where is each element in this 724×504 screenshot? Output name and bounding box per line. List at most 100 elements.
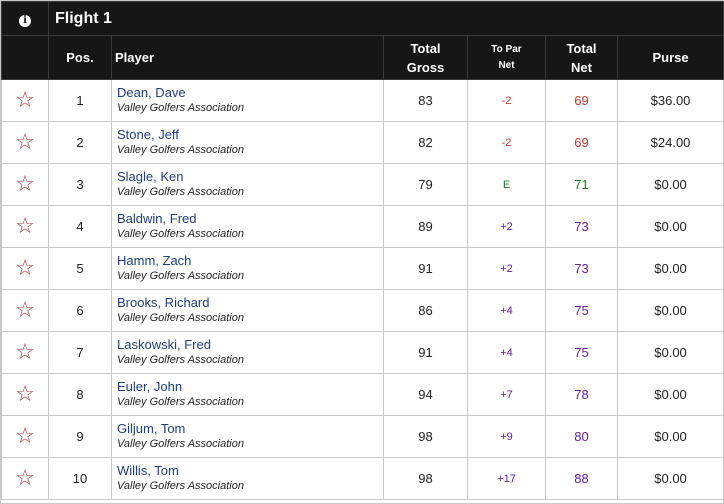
total-gross: 94 [383,373,468,416]
header-to-par-line2: Net [498,59,515,71]
star-outline-icon[interactable]: ☆ [15,465,35,491]
total-net: 73 [545,247,618,290]
total-gross: 82 [383,121,468,164]
player-name-link[interactable]: Willis, Tom [117,463,179,478]
player-association: Valley Golfers Association [117,480,244,492]
star-outline-icon[interactable]: ☆ [15,339,35,365]
purse: $0.00 [616,163,724,206]
column-header-row: Pos. Player Total Gross To Par Net Total… [1,35,724,80]
header-player[interactable]: Player [111,35,384,80]
player-cell: Laskowski, Fred Valley Golfers Associati… [111,331,384,374]
player-cell: Euler, John Valley Golfers Association [111,373,384,416]
total-net: 71 [545,163,618,206]
position: 3 [48,163,112,206]
purse: $0.00 [616,373,724,416]
purse: $0.00 [616,457,724,500]
player-association: Valley Golfers Association [117,354,244,366]
header-to-par-net[interactable]: To Par Net [467,35,546,80]
total-gross: 83 [383,79,468,122]
total-gross: 86 [383,289,468,332]
star-outline-icon[interactable]: ☆ [15,129,35,155]
table-row: ☆ 10 Willis, Tom Valley Golfers Associat… [1,457,724,500]
player-cell: Dean, Dave Valley Golfers Association [111,79,384,122]
favorite-cell: ☆ [1,289,49,332]
table-row: ☆ 5 Hamm, Zach Valley Golfers Associatio… [1,247,724,290]
info-icon[interactable]: i [19,14,31,27]
header-total-gross[interactable]: Total Gross [383,35,468,80]
star-outline-icon[interactable]: ☆ [15,381,35,407]
favorite-cell: ☆ [1,79,49,122]
to-par-net: +2 [467,247,546,290]
favorite-cell: ☆ [1,331,49,374]
player-cell: Baldwin, Fred Valley Golfers Association [111,205,384,248]
player-association: Valley Golfers Association [117,312,244,324]
player-cell: Brooks, Richard Valley Golfers Associati… [111,289,384,332]
total-net: 73 [545,205,618,248]
flight-title: Flight 1 [47,1,724,36]
player-association: Valley Golfers Association [117,270,244,282]
total-gross: 89 [383,205,468,248]
total-gross: 91 [383,247,468,290]
player-name-link[interactable]: Stone, Jeff [117,127,179,142]
player-name-link[interactable]: Giljum, Tom [117,421,186,436]
to-par-net: +9 [467,415,546,458]
to-par-net: E [467,163,546,206]
star-outline-icon[interactable]: ☆ [15,423,35,449]
player-name-link[interactable]: Brooks, Richard [117,295,210,310]
purse: $0.00 [616,289,724,332]
purse: $0.00 [616,331,724,374]
position: 5 [48,247,112,290]
position: 9 [48,415,112,458]
position: 6 [48,289,112,332]
header-total-gross-line1: Total [410,40,441,56]
header-purse[interactable]: Purse [616,35,724,80]
position: 1 [48,79,112,122]
purse: $36.00 [616,79,724,122]
to-par-net: -2 [467,79,546,122]
total-net: 75 [545,289,618,332]
player-name-link[interactable]: Baldwin, Fred [117,211,197,226]
star-outline-icon[interactable]: ☆ [15,87,35,113]
favorite-cell: ☆ [1,205,49,248]
player-name-link[interactable]: Dean, Dave [117,85,186,100]
position: 8 [48,373,112,416]
header-total-net-line1: Total [566,40,597,56]
player-name-link[interactable]: Laskowski, Fred [117,337,211,352]
flight-header-row: i Flight 1 [1,1,724,36]
position: 4 [48,205,112,248]
table-row: ☆ 3 Slagle, Ken Valley Golfers Associati… [1,163,724,206]
star-outline-icon[interactable]: ☆ [15,255,35,281]
to-par-net: -2 [467,121,546,164]
total-gross: 91 [383,331,468,374]
player-name-link[interactable]: Euler, John [117,379,183,394]
total-net: 75 [545,331,618,374]
player-name-link[interactable]: Slagle, Ken [117,169,184,184]
table-row: ☆ 1 Dean, Dave Valley Golfers Associatio… [1,79,724,122]
to-par-net: +17 [467,457,546,500]
player-association: Valley Golfers Association [117,438,244,450]
player-name-link[interactable]: Hamm, Zach [117,253,192,268]
favorite-cell: ☆ [1,163,49,206]
player-association: Valley Golfers Association [117,186,244,198]
total-net: 69 [545,121,618,164]
header-total-net[interactable]: Total Net [545,35,618,80]
favorite-cell: ☆ [1,457,49,500]
total-gross: 98 [383,457,468,500]
total-net: 88 [545,457,618,500]
info-cell[interactable]: i [1,1,49,36]
star-outline-icon[interactable]: ☆ [15,297,35,323]
total-gross: 98 [383,415,468,458]
favorite-cell: ☆ [1,373,49,416]
star-outline-icon[interactable]: ☆ [15,171,35,197]
to-par-net: +4 [467,331,546,374]
table-row: ☆ 7 Laskowski, Fred Valley Golfers Assoc… [1,331,724,374]
player-cell: Giljum, Tom Valley Golfers Association [111,415,384,458]
header-total-net-line2: Net [571,59,592,75]
player-association: Valley Golfers Association [117,102,244,114]
header-pos[interactable]: Pos. [48,35,112,80]
player-cell: Stone, Jeff Valley Golfers Association [111,121,384,164]
table-row: ☆ 8 Euler, John Valley Golfers Associati… [1,373,724,416]
position: 7 [48,331,112,374]
star-outline-icon[interactable]: ☆ [15,213,35,239]
